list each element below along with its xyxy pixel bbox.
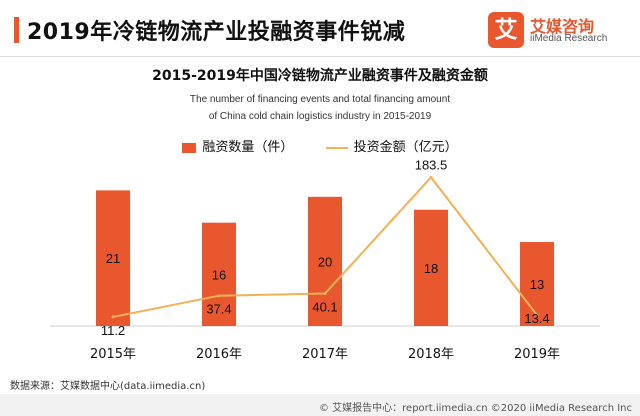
x-tick-label-2: 2017年 (302, 347, 348, 362)
data-source: 数据来源：艾媒数据中心(data.iimedia.cn) (10, 381, 206, 392)
header-divider (0, 56, 640, 57)
chart-title: 2015-2019年中国冷链物流产业融资事件及融资金额 (152, 68, 488, 84)
bar-2 (308, 196, 342, 326)
line-point-2 (323, 292, 327, 296)
x-tick-label-3: 2018年 (408, 347, 454, 362)
line-point-0 (111, 315, 115, 319)
bar-0 (96, 190, 130, 326)
line-point-1 (217, 294, 221, 298)
x-tick-label-0: 2015年 (90, 347, 136, 362)
chart-subtitle-line2: of China cold chain logistics industry i… (208, 111, 432, 122)
title-accent-bar (14, 17, 19, 43)
line-value-label-0: 11.2 (101, 323, 125, 338)
line-value-label-3: 183.5 (415, 160, 448, 172)
bar-value-label-0: 21 (106, 251, 120, 266)
line-point-3 (429, 175, 433, 179)
chart-legend: 融资数量（件） 投资金额（亿元） (0, 136, 640, 155)
bar-value-label-1: 16 (212, 267, 226, 282)
line-point-4 (535, 313, 539, 317)
x-tick-label-1: 2016年 (196, 347, 242, 362)
legend-item-bars: 融资数量（件） (182, 136, 293, 155)
bar-value-label-3: 18 (424, 261, 438, 276)
line-value-label-1: 37.4 (206, 302, 231, 317)
header: 2019年冷链物流产业投融资事件锐减 艾 艾媒咨询 iiMedia Resear… (0, 0, 640, 56)
page-title: 2019年冷链物流产业投融资事件锐减 (27, 20, 406, 45)
chart-subtitle-line1: The number of financing events and total… (189, 94, 451, 105)
logo-chinese-name: 艾媒咨询 (530, 17, 595, 36)
legend-line-swatch (325, 146, 348, 149)
legend-line-label: 投资金额（亿元） (353, 140, 458, 155)
line-value-label-2: 40.1 (312, 300, 337, 315)
copyright-text: © 艾媒报告中心：report.iimedia.cn ©2020 iiMedia… (318, 403, 632, 414)
brand-logo: 艾 艾媒咨询 iiMedia Research (488, 12, 638, 50)
legend-bar-swatch (182, 142, 197, 153)
footer-bar: © 艾媒报告中心：report.iimedia.cn ©2020 iiMedia… (0, 394, 640, 416)
logo-mark-icon: 艾 (488, 12, 524, 48)
line-value-label-4: 13.4 (524, 311, 549, 326)
legend-item-line: 投资金额（亿元） (325, 136, 458, 155)
logo-english-name: iiMedia Research (530, 33, 608, 44)
x-tick-label-4: 2019年 (514, 347, 560, 362)
legend-bar-label: 融资数量（件） (202, 140, 294, 155)
bar-4 (520, 242, 554, 326)
chart-plot: 21 16 20 18 13 11.2 37.4 40.1 183.5 13.4 2015年 2016… (50, 160, 600, 362)
bar-value-label-4: 13 (530, 277, 544, 292)
bar-value-label-2: 20 (318, 254, 332, 269)
bar-1 (202, 222, 236, 326)
bar-3 (414, 209, 448, 326)
